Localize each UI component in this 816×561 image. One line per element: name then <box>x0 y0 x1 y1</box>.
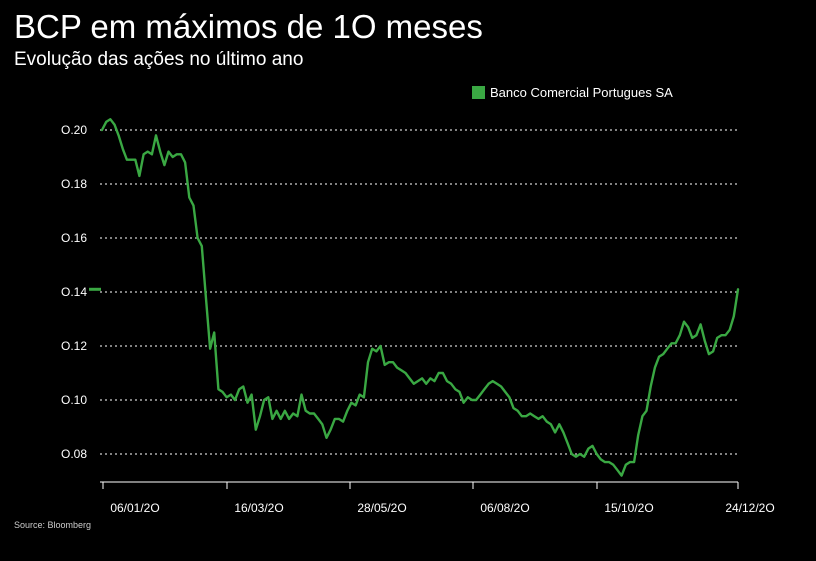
x-tick-label: 24/12/2O <box>725 501 774 515</box>
chart-title: BCP em máximos de 1O meses <box>14 8 483 45</box>
y-tick-label: O.08 <box>61 447 87 461</box>
series-line <box>100 117 740 477</box>
x-tick-label: 15/10/2O <box>604 501 653 515</box>
y-tick-label: O.12 <box>61 339 87 353</box>
x-tick-label: 06/08/2O <box>480 501 529 515</box>
legend: Banco Comercial Portugues SA <box>472 85 673 100</box>
y-tick-label: O.14 <box>61 285 87 299</box>
y-tick-label: O.16 <box>61 231 87 245</box>
chart-subtitle: Evolução das ações no último ano <box>14 49 304 70</box>
legend-label: Banco Comercial Portugues SA <box>490 85 673 100</box>
y-tick-label: O.18 <box>61 177 87 191</box>
y-tick-label: O.20 <box>61 123 87 137</box>
y-tick-label: O.10 <box>61 393 87 407</box>
x-tick-label: 28/05/2O <box>357 501 406 515</box>
source-note: Source: Bloomberg <box>14 520 92 530</box>
x-tick-label: 06/01/2O <box>110 501 159 515</box>
last-value-marker <box>89 287 101 291</box>
x-tick-label: 16/03/2O <box>234 501 283 515</box>
legend-swatch <box>472 86 485 99</box>
